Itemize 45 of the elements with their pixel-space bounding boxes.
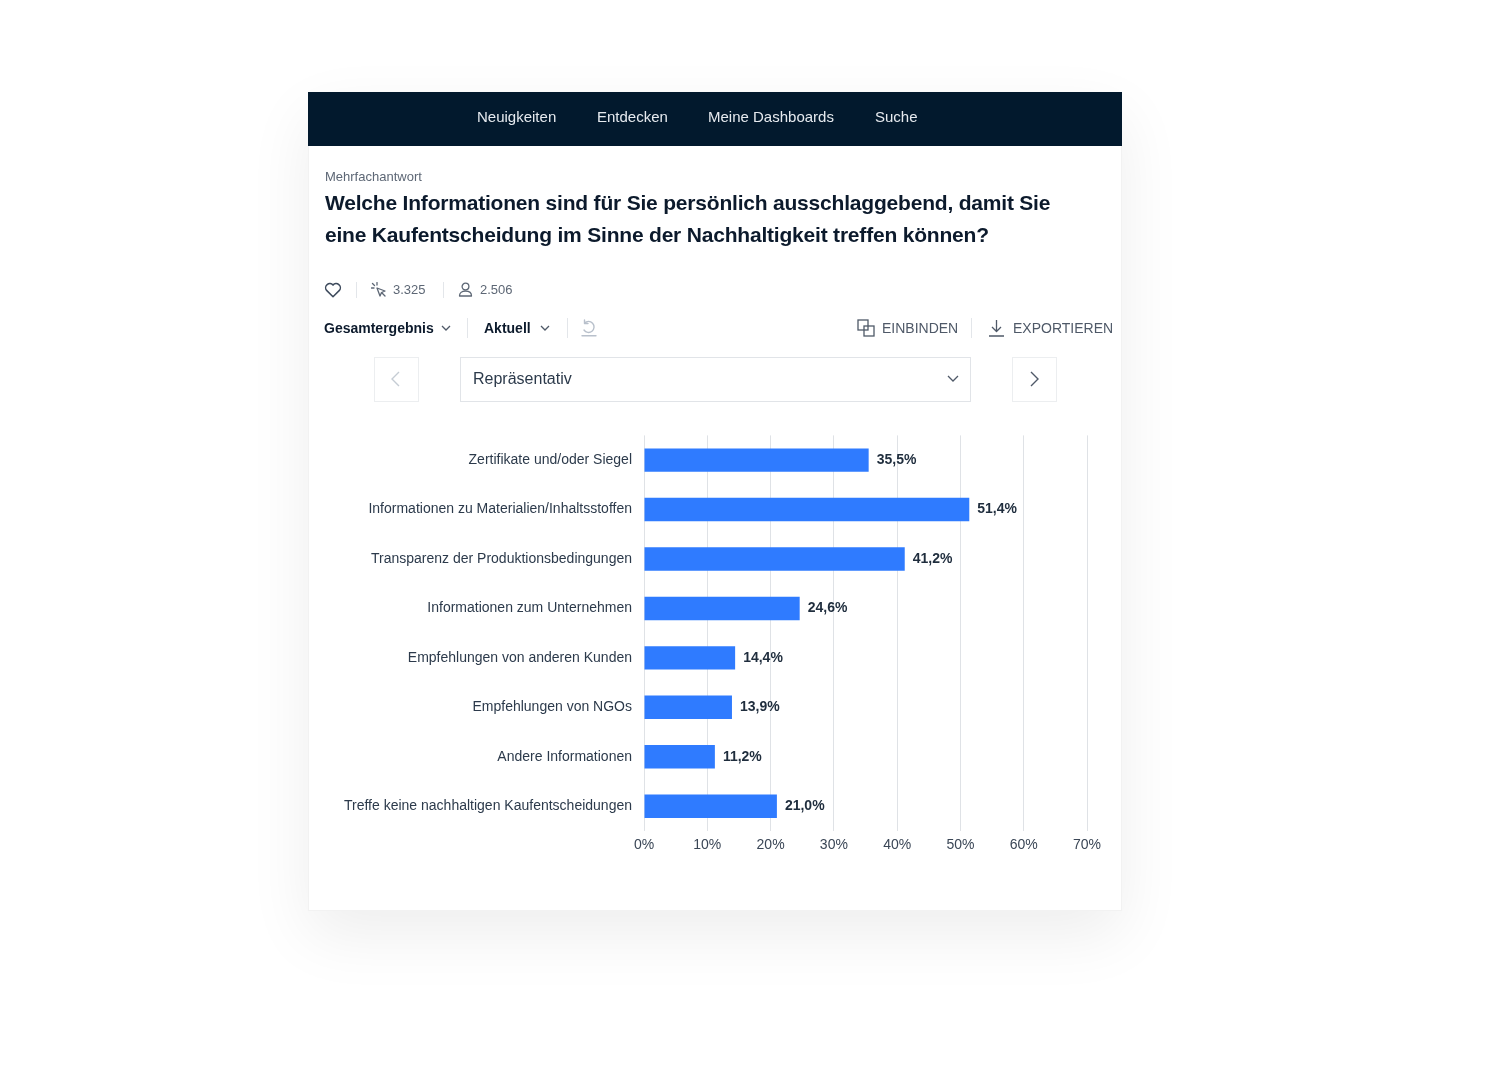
x-tick-label: 60% — [1009, 836, 1038, 853]
x-tick-label: 70% — [1072, 836, 1102, 853]
data-label: 35,5% — [876, 450, 917, 467]
data-label: 41,2% — [912, 549, 953, 566]
data-label: 21,0% — [784, 797, 826, 814]
y-tick-label: Treffe keine nachhaltigen Kaufentscheidungen — [344, 797, 632, 814]
x-tick-label: 0% — [633, 836, 655, 853]
text: 3.325 — [393, 282, 426, 298]
text: Aktuell — [484, 319, 531, 337]
text: EXPORTIEREN — [1013, 319, 1114, 337]
y-tick-label: Informationen zum Unternehmen — [427, 599, 632, 616]
y-tick-label: Transparenz der Produktionsbedingungen — [371, 549, 632, 566]
x-tick-label: 50% — [946, 836, 975, 853]
text: Mehrfachantwort — [325, 169, 422, 185]
text: Meine Dashboards — [708, 107, 834, 127]
text: Repräsentativ — [473, 369, 572, 389]
y-tick-label: Andere Informationen — [497, 747, 632, 764]
text: Neuigkeiten — [477, 107, 557, 127]
data-label: 13,9% — [739, 698, 781, 715]
data-label: 51,4% — [977, 500, 1018, 517]
data-label: 11,2% — [722, 747, 763, 764]
bar — [644, 596, 800, 621]
text: EINBINDEN — [882, 319, 959, 337]
data-label: 14,4% — [743, 648, 784, 665]
x-tick-label: 10% — [693, 836, 722, 853]
bar — [644, 448, 869, 472]
x-tick-label: 40% — [883, 836, 912, 853]
text: 2.506 — [480, 282, 513, 298]
text: Entdecken — [597, 107, 668, 127]
bar — [644, 695, 732, 720]
y-tick-label: Zertifikate und/oder Siegel — [468, 450, 632, 467]
bar — [644, 794, 777, 818]
y-tick-label: Empfehlungen von anderen Kunden — [407, 648, 632, 665]
text: Gesamtergebnis — [324, 319, 434, 337]
data-label: 24,6% — [807, 599, 848, 616]
bar — [644, 497, 970, 522]
x-tick-label: 20% — [756, 836, 785, 853]
bar — [644, 646, 736, 670]
y-tick-label: Empfehlungen von NGOs — [472, 698, 632, 715]
text: Suche — [875, 107, 918, 127]
bar — [644, 745, 715, 769]
y-tick-label: Informationen zu Materialien/Inhaltsstoffen — [368, 500, 632, 517]
chart-title: Welche Informationen sind für Sie persönlich ausschlaggebend, damit Sie eine Kaufentscheidung im Sinne der Nachhaltigkeit treffen können? — [325, 190, 1052, 248]
x-tick-label: 30% — [819, 836, 848, 853]
bar — [644, 547, 905, 571]
